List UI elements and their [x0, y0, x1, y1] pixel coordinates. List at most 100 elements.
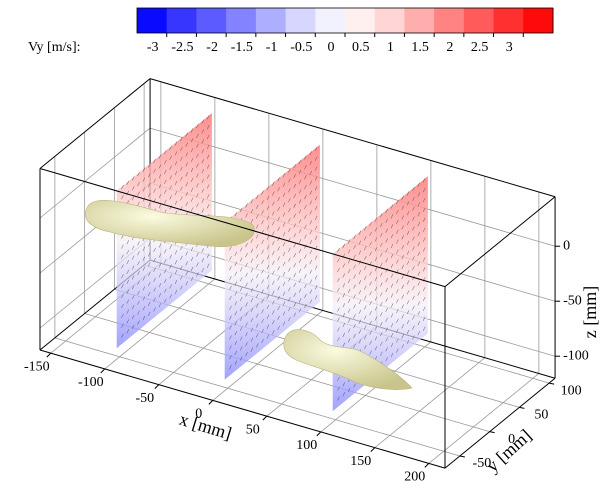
vector: [147, 311, 151, 316]
vector: [190, 187, 194, 192]
vector: [422, 257, 426, 262]
vector: [142, 286, 146, 291]
vector: [255, 234, 259, 239]
vector: [390, 273, 394, 278]
x-tick: [370, 447, 376, 453]
vector: [153, 257, 156, 263]
vector: [131, 295, 135, 300]
z-tick-label: -50: [563, 293, 582, 308]
vector: [353, 244, 356, 250]
vector: [245, 351, 248, 357]
vector: [261, 190, 264, 195]
vector: [347, 278, 351, 284]
vector: [412, 206, 415, 211]
vector: [353, 274, 356, 279]
vector: [282, 271, 286, 277]
vector: [250, 307, 254, 313]
vector: [374, 336, 378, 341]
vector: [126, 279, 130, 284]
vector: [153, 307, 156, 312]
vector: [401, 254, 404, 260]
vector: [234, 281, 238, 286]
vector: [288, 188, 291, 193]
vector: [180, 146, 183, 152]
vector: [314, 156, 318, 161]
vector: [164, 258, 167, 264]
vector: [309, 249, 313, 255]
vector: [298, 298, 302, 303]
vector: [385, 327, 388, 332]
vector: [385, 218, 388, 223]
vector: [422, 237, 426, 242]
vector: [272, 320, 275, 325]
vector: [401, 334, 404, 339]
vector: [255, 293, 259, 298]
vector: [190, 157, 194, 163]
vector: [282, 212, 286, 217]
vector: [314, 225, 318, 231]
vector: [131, 186, 135, 191]
vector: [396, 298, 399, 304]
vector: [147, 262, 151, 267]
vector: [309, 299, 313, 304]
vector: [250, 298, 254, 303]
vector: [147, 163, 151, 168]
vector: [153, 297, 156, 302]
vector: [417, 311, 421, 316]
vector: [309, 190, 313, 195]
vector: [298, 209, 302, 214]
vector: [277, 325, 280, 330]
vector: [337, 257, 340, 263]
vector: [169, 244, 172, 249]
vector: [164, 288, 167, 293]
vector: [255, 244, 259, 249]
vector: [412, 216, 415, 221]
vector: [342, 263, 346, 268]
vector: [229, 305, 232, 310]
z-tick-label: -100: [563, 348, 589, 363]
vector: [180, 136, 183, 142]
vector: [282, 261, 286, 267]
vector: [196, 123, 199, 129]
vector: [245, 203, 248, 208]
vector: [131, 196, 135, 201]
vector: [337, 307, 340, 312]
y-tick: [519, 406, 525, 409]
vector: [401, 245, 404, 250]
vector: [288, 297, 291, 302]
vector: [234, 251, 238, 257]
grid-line: [428, 373, 540, 464]
vector: [206, 253, 210, 258]
vector: [369, 281, 372, 286]
vector: [266, 235, 270, 240]
vector: [121, 194, 124, 200]
vector: [158, 194, 162, 199]
vector: [369, 251, 372, 256]
box-edge: [39, 78, 151, 169]
vector: [369, 310, 372, 316]
x-axis-label: x [mm]: [177, 409, 234, 444]
vector: [401, 205, 404, 210]
vector: [342, 392, 346, 397]
vector: [412, 325, 415, 330]
vector: [147, 291, 151, 297]
vector: [255, 323, 259, 328]
vector: [304, 303, 307, 309]
y-tick-label: 0: [508, 432, 515, 447]
vector: [245, 282, 248, 287]
vector: [298, 278, 302, 283]
vector: [121, 274, 124, 279]
vector: [342, 322, 346, 328]
vector: [266, 304, 270, 310]
vector: [390, 293, 394, 298]
vector: [374, 217, 378, 222]
vector: [347, 328, 351, 333]
colorbar-label: Vy [m/s]:: [28, 40, 81, 55]
vector: [272, 191, 275, 196]
vector: [137, 270, 140, 276]
vector: [169, 205, 172, 210]
vector: [255, 303, 259, 308]
vector: [174, 190, 178, 196]
vector: [304, 185, 307, 190]
vector: [380, 282, 383, 287]
